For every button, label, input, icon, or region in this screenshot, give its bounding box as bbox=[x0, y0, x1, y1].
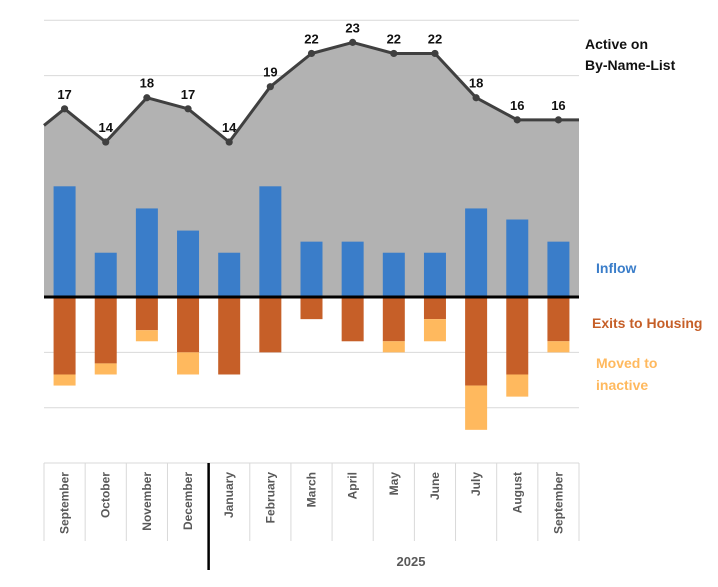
bar-inflow-6 bbox=[300, 241, 323, 297]
bar-inactive-12 bbox=[547, 341, 570, 353]
bar-exits-8 bbox=[382, 297, 405, 342]
active-label-4: 14 bbox=[222, 120, 237, 135]
bar-inactive-9 bbox=[423, 319, 446, 342]
bar-inactive-11 bbox=[506, 374, 529, 397]
x-tick-label-3: December bbox=[181, 472, 195, 530]
active-point-10 bbox=[472, 94, 480, 102]
bar-inflow-2 bbox=[135, 208, 158, 297]
x-tick-label-12: September bbox=[551, 472, 565, 534]
active-label-2: 18 bbox=[140, 76, 154, 91]
bar-inflow-3 bbox=[177, 230, 200, 297]
x-tick-label-8: May bbox=[387, 472, 401, 496]
bar-inactive-2 bbox=[135, 330, 158, 342]
legend-inflow: Inflow bbox=[596, 260, 637, 276]
x-tick-label-11: August bbox=[510, 472, 524, 513]
bar-inflow-0 bbox=[53, 186, 76, 297]
bar-inflow-8 bbox=[382, 252, 405, 297]
bar-inactive-10 bbox=[465, 385, 488, 430]
bar-inactive-3 bbox=[177, 352, 200, 375]
active-point-0 bbox=[60, 105, 69, 113]
active-point-5 bbox=[266, 83, 274, 91]
legend-active-line2: By-Name-List bbox=[585, 57, 676, 73]
year-label: 2025 bbox=[397, 554, 426, 569]
active-point-12 bbox=[554, 116, 563, 124]
active-value-labels: 17 14 18 17 14 19 22 23 22 22 18 16 16 bbox=[57, 20, 565, 135]
bar-inactive-0 bbox=[53, 374, 76, 386]
x-tick-label-2: November bbox=[140, 472, 154, 531]
legend-moved-to-inactive-line2: inactive bbox=[596, 377, 648, 393]
bar-exits-12 bbox=[547, 297, 570, 342]
bar-exits-1 bbox=[94, 297, 117, 364]
active-label-11: 16 bbox=[510, 98, 524, 113]
x-tick-label-5: February bbox=[263, 472, 277, 524]
active-label-3: 17 bbox=[181, 87, 195, 102]
active-point-1 bbox=[102, 138, 110, 146]
bar-exits-10 bbox=[465, 297, 488, 386]
bar-exits-5 bbox=[259, 297, 282, 353]
bar-inactive-1 bbox=[94, 363, 117, 375]
bar-exits-9 bbox=[423, 297, 446, 320]
legend-moved-to-inactive-line1: Moved to bbox=[596, 355, 657, 371]
x-tick-label-6: March bbox=[305, 472, 319, 507]
active-point-3 bbox=[184, 105, 192, 113]
bar-inflow-7 bbox=[341, 241, 364, 297]
x-tick-label-10: July bbox=[469, 472, 483, 496]
active-label-7: 23 bbox=[345, 20, 359, 35]
x-tick-label-4: January bbox=[222, 472, 236, 518]
bar-inactive-8 bbox=[382, 341, 405, 353]
active-point-7 bbox=[349, 38, 357, 46]
bar-inflow-5 bbox=[259, 186, 282, 297]
active-point-8 bbox=[390, 49, 398, 58]
bar-exits-6 bbox=[300, 297, 323, 320]
x-tick-label-0: September bbox=[58, 472, 72, 534]
legend-exits-to-housing: Exits to Housing bbox=[592, 315, 702, 331]
active-point-11 bbox=[513, 116, 521, 124]
bar-exits-7 bbox=[341, 297, 364, 342]
legend-active-line1: Active on bbox=[585, 36, 648, 52]
active-label-9: 22 bbox=[428, 31, 442, 46]
active-label-0: 17 bbox=[57, 87, 71, 102]
bar-exits-11 bbox=[506, 297, 529, 375]
bar-exits-4 bbox=[218, 297, 241, 375]
active-point-2 bbox=[143, 94, 151, 102]
active-label-8: 22 bbox=[387, 31, 401, 46]
active-point-6 bbox=[307, 49, 316, 58]
bar-exits-3 bbox=[177, 297, 200, 353]
x-tick-label-7: April bbox=[346, 472, 360, 499]
bars bbox=[53, 186, 570, 430]
active-points bbox=[60, 38, 563, 146]
active-label-10: 18 bbox=[469, 76, 483, 91]
bar-inflow-11 bbox=[506, 219, 529, 297]
bar-inflow-1 bbox=[94, 252, 117, 297]
active-label-6: 22 bbox=[304, 31, 318, 46]
bar-inflow-4 bbox=[218, 252, 241, 297]
active-label-1: 14 bbox=[98, 120, 113, 135]
x-tick-label-1: October bbox=[99, 472, 113, 518]
bar-inflow-12 bbox=[547, 241, 570, 297]
active-label-12: 16 bbox=[551, 98, 565, 113]
x-axis: September October November December January F… bbox=[43, 462, 580, 570]
bar-exits-2 bbox=[135, 297, 158, 331]
active-label-5: 19 bbox=[263, 65, 277, 80]
active-point-4 bbox=[225, 138, 233, 146]
bar-inflow-10 bbox=[465, 208, 488, 297]
x-tick-label-9: June bbox=[428, 472, 442, 500]
bar-inflow-9 bbox=[423, 252, 446, 297]
active-point-9 bbox=[431, 49, 439, 58]
bar-exits-0 bbox=[53, 297, 76, 375]
